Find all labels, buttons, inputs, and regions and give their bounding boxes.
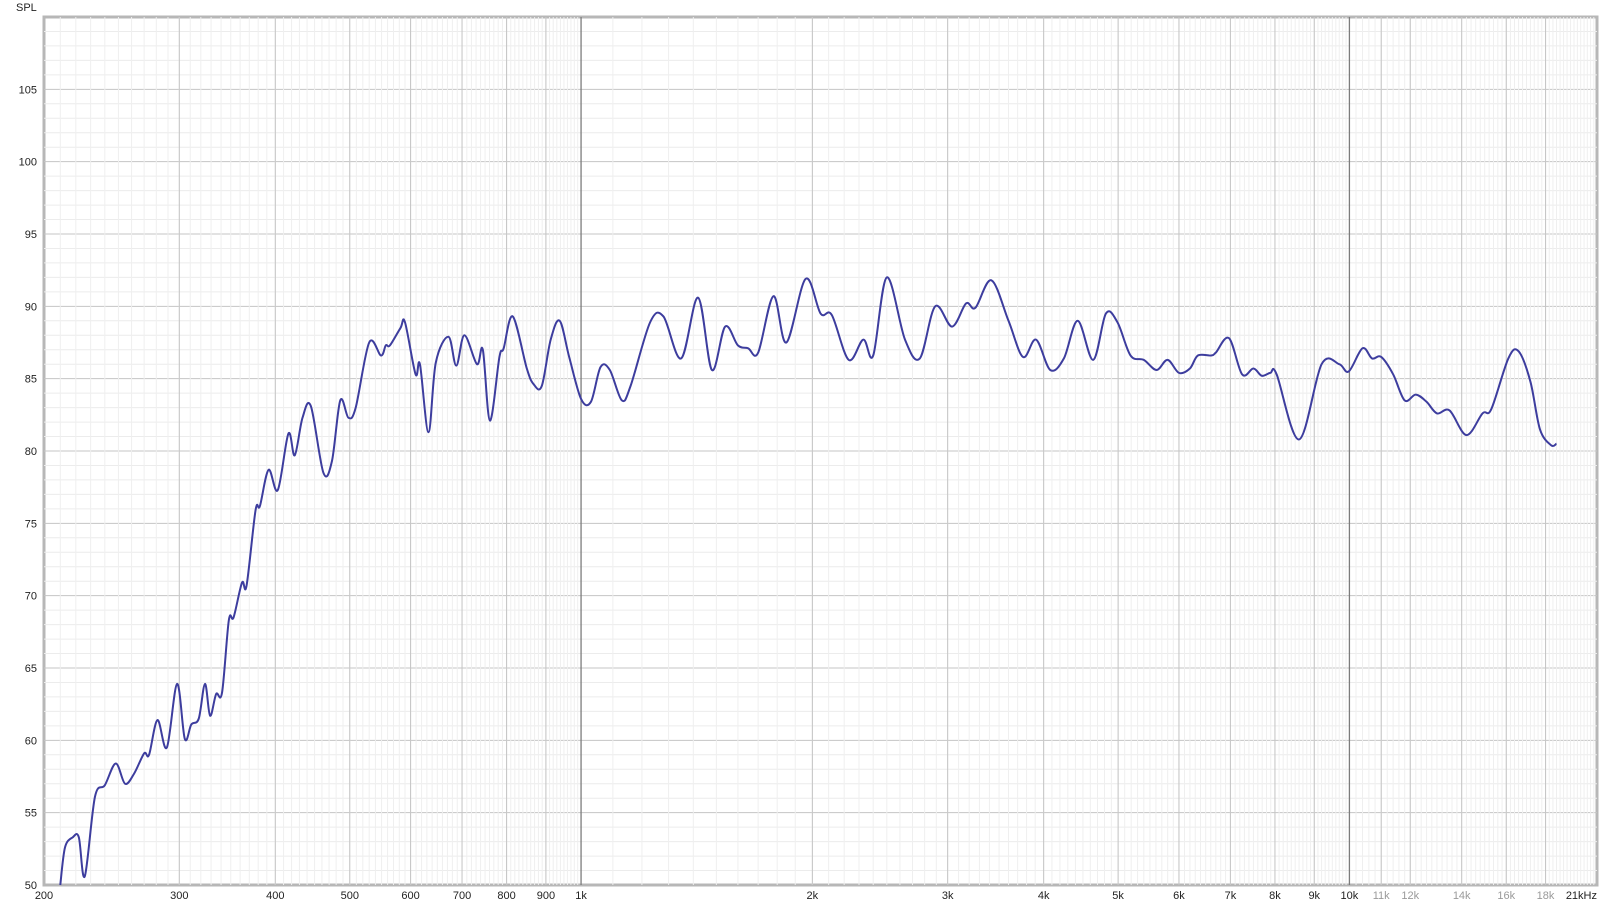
- x-tick-label: 500: [341, 890, 359, 902]
- y-tick-label: 90: [25, 301, 37, 313]
- x-tick-label: 12k: [1401, 890, 1419, 902]
- y-tick-label: 60: [25, 735, 37, 747]
- x-tick-label: 18k: [1537, 890, 1555, 902]
- spl-series-line: [59, 276, 1558, 886]
- grid: [44, 17, 1597, 885]
- x-tick-label: 800: [497, 890, 515, 902]
- x-tick-label: 5k: [1112, 890, 1124, 902]
- x-tick-label: 400: [266, 890, 284, 902]
- x-tick-label: 1k: [575, 890, 587, 902]
- x-tick-label: 16k: [1497, 890, 1515, 902]
- x-tick-label: 2k: [807, 890, 819, 902]
- y-tick-label: 80: [25, 446, 37, 458]
- y-tick-label: 70: [25, 591, 37, 603]
- y-tick-label: 50: [25, 880, 37, 892]
- x-tick-label: 3k: [942, 890, 954, 902]
- x-tick-label: 21kHz: [1566, 890, 1597, 902]
- y-tick-label: 100: [19, 157, 37, 169]
- y-tick-label: 55: [25, 808, 37, 820]
- y-tick-label: 75: [25, 518, 37, 530]
- x-tick-label: 7k: [1225, 890, 1237, 902]
- y-tick-label: 105: [19, 84, 37, 96]
- x-tick-label: 700: [453, 890, 471, 902]
- x-tick-label: 8k: [1269, 890, 1281, 902]
- series-layer: [59, 276, 1558, 886]
- x-tick-label: 200: [35, 890, 53, 902]
- x-tick-label: 11k: [1373, 890, 1390, 902]
- y-tick-label: 85: [25, 374, 37, 386]
- x-tick-label: 10k: [1341, 890, 1359, 902]
- x-tick-label: 6k: [1173, 890, 1185, 902]
- y-tick-label: 95: [25, 229, 37, 241]
- x-tick-label: 300: [170, 890, 188, 902]
- x-tick-label: 600: [401, 890, 419, 902]
- y-tick-labels: 50 55 60 65 70 75 80 85 90 95 100 105: [19, 84, 37, 892]
- x-tick-label: 4k: [1038, 890, 1050, 902]
- y-axis-title: SPL: [16, 2, 37, 14]
- x-tick-labels: 200 300 400 500 600 700 800 900 1k 2k 3k 4k 5k 6k 7k 8k…: [35, 890, 1597, 902]
- x-tick-label: 9k: [1308, 890, 1320, 902]
- y-tick-label: 65: [25, 663, 37, 675]
- x-tick-label: 14k: [1453, 890, 1471, 902]
- x-tick-label: 900: [537, 890, 555, 902]
